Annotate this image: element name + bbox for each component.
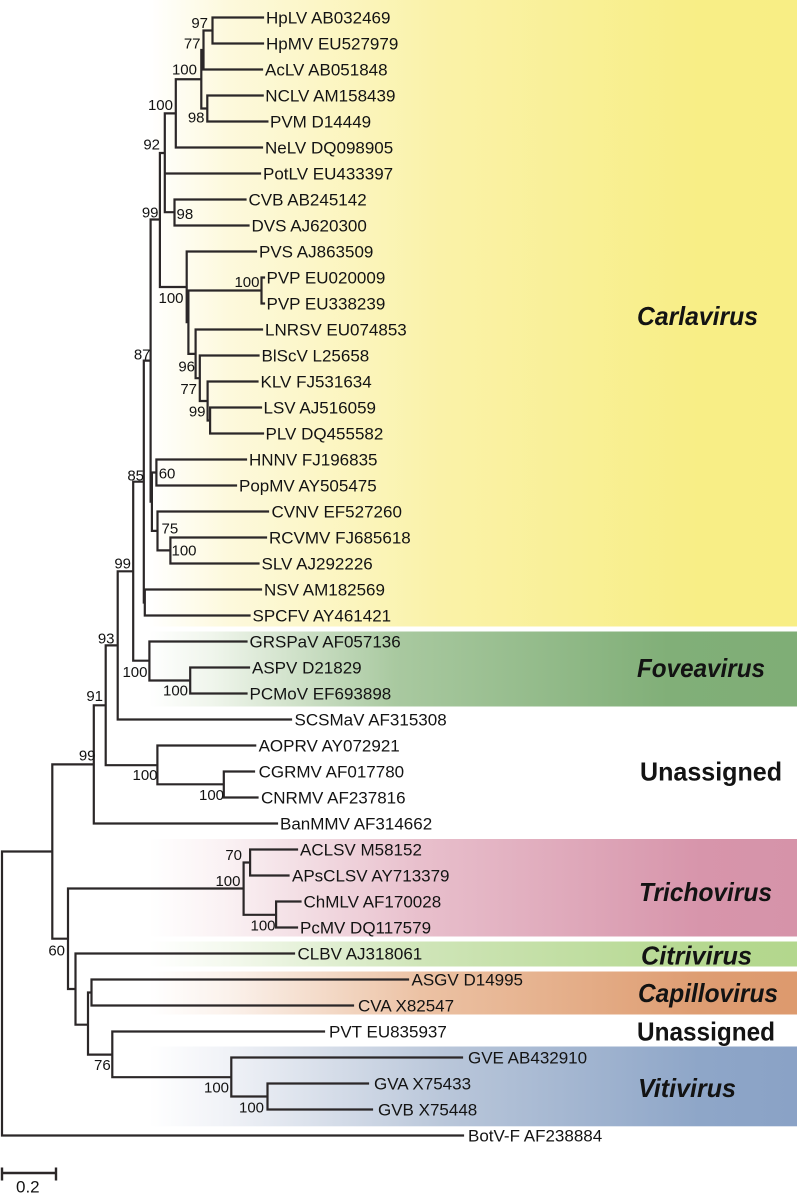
svg-text:PVP EU338239: PVP EU338239 bbox=[267, 295, 386, 314]
svg-text:100: 100 bbox=[204, 1080, 229, 1097]
svg-text:RCVMV FJ685618: RCVMV FJ685618 bbox=[269, 529, 411, 548]
svg-text:100: 100 bbox=[159, 290, 184, 307]
svg-text:98: 98 bbox=[188, 110, 205, 127]
svg-text:SCSMaV AF315308: SCSMaV AF315308 bbox=[295, 711, 447, 730]
svg-text:99: 99 bbox=[79, 748, 96, 765]
svg-text:HpLV AB032469: HpLV AB032469 bbox=[266, 9, 390, 28]
svg-text:BanMMV AF314662: BanMMV AF314662 bbox=[280, 815, 432, 834]
svg-text:97: 97 bbox=[191, 15, 208, 32]
svg-text:LSV AJ516059: LSV AJ516059 bbox=[264, 399, 376, 418]
svg-text:PCMoV EF693898: PCMoV EF693898 bbox=[250, 685, 392, 704]
svg-text:85: 85 bbox=[127, 468, 144, 485]
svg-text:PVM D14449: PVM D14449 bbox=[270, 113, 371, 132]
svg-text:PLV DQ455582: PLV DQ455582 bbox=[266, 425, 384, 444]
svg-text:PopMV AY505475: PopMV AY505475 bbox=[239, 477, 377, 496]
svg-text:CVA X82547: CVA X82547 bbox=[358, 997, 454, 1016]
svg-text:100: 100 bbox=[199, 787, 224, 804]
svg-text:GVB X75448: GVB X75448 bbox=[378, 1101, 477, 1120]
svg-text:77: 77 bbox=[180, 381, 197, 398]
svg-text:93: 93 bbox=[98, 631, 115, 648]
svg-text:ASGV D14995: ASGV D14995 bbox=[412, 971, 524, 990]
svg-text:77: 77 bbox=[184, 36, 201, 53]
svg-text:Unassigned: Unassigned bbox=[640, 757, 782, 787]
svg-text:99: 99 bbox=[142, 205, 159, 222]
svg-text:100: 100 bbox=[239, 1100, 264, 1117]
svg-text:ACLSV M58152: ACLSV M58152 bbox=[300, 841, 422, 860]
svg-text:NeLV DQ098905: NeLV DQ098905 bbox=[265, 139, 393, 158]
svg-text:60: 60 bbox=[48, 943, 65, 960]
svg-text:100: 100 bbox=[215, 873, 240, 890]
svg-text:SPCFV AY461421: SPCFV AY461421 bbox=[253, 607, 392, 626]
svg-text:70: 70 bbox=[225, 847, 242, 864]
svg-text:100: 100 bbox=[172, 543, 197, 560]
svg-text:Trichovirus: Trichovirus bbox=[639, 877, 772, 907]
svg-text:APsCLSV AY713379: APsCLSV AY713379 bbox=[292, 867, 450, 886]
svg-text:PcMV DQ117579: PcMV DQ117579 bbox=[300, 919, 431, 938]
svg-text:ASPV D21829: ASPV D21829 bbox=[252, 659, 362, 678]
svg-text:PVP EU020009: PVP EU020009 bbox=[267, 269, 386, 288]
svg-text:91: 91 bbox=[86, 688, 103, 705]
svg-text:CGRMV AF017780: CGRMV AF017780 bbox=[259, 763, 405, 782]
svg-text:DVS AJ620300: DVS AJ620300 bbox=[252, 217, 367, 236]
svg-text:ChMLV AF170028: ChMLV AF170028 bbox=[304, 893, 442, 912]
svg-text:AOPRV AY072921: AOPRV AY072921 bbox=[259, 737, 400, 756]
svg-text:Foveavirus: Foveavirus bbox=[637, 653, 765, 683]
svg-text:BotV-F AF238884: BotV-F AF238884 bbox=[468, 1127, 602, 1146]
svg-text:100: 100 bbox=[148, 97, 173, 114]
svg-text:PotLV EU433397: PotLV EU433397 bbox=[263, 165, 393, 184]
svg-text:PVS AJ863509: PVS AJ863509 bbox=[259, 243, 373, 262]
svg-text:GVA X75433: GVA X75433 bbox=[374, 1075, 471, 1094]
svg-text:NCLV AM158439: NCLV AM158439 bbox=[265, 87, 395, 106]
svg-text:GVE AB432910: GVE AB432910 bbox=[468, 1049, 587, 1068]
svg-text:100: 100 bbox=[133, 767, 158, 784]
svg-text:Unassigned: Unassigned bbox=[637, 1017, 775, 1047]
svg-text:SLV AJ292226: SLV AJ292226 bbox=[262, 555, 373, 574]
svg-text:Carlavirus: Carlavirus bbox=[637, 301, 758, 331]
svg-text:PVT EU835937: PVT EU835937 bbox=[329, 1023, 447, 1042]
svg-text:CVNV EF527260: CVNV EF527260 bbox=[272, 503, 402, 522]
svg-text:99: 99 bbox=[114, 556, 131, 573]
svg-text:LNRSV EU074853: LNRSV EU074853 bbox=[265, 321, 407, 340]
svg-text:76: 76 bbox=[94, 1057, 111, 1074]
svg-text:60: 60 bbox=[159, 466, 176, 483]
svg-text:Capillovirus: Capillovirus bbox=[638, 978, 778, 1008]
svg-text:NSV AM182569: NSV AM182569 bbox=[264, 581, 385, 600]
svg-text:0.2: 0.2 bbox=[16, 1178, 40, 1197]
svg-text:CNRMV AF237816: CNRMV AF237816 bbox=[261, 789, 406, 808]
svg-text:Vitivirus: Vitivirus bbox=[638, 1073, 736, 1103]
svg-text:CLBV AJ318061: CLBV AJ318061 bbox=[298, 945, 423, 964]
svg-text:100: 100 bbox=[251, 918, 276, 935]
svg-text:87: 87 bbox=[134, 347, 151, 364]
svg-text:100: 100 bbox=[163, 683, 188, 700]
svg-text:KLV FJ531634: KLV FJ531634 bbox=[261, 373, 372, 392]
svg-text:75: 75 bbox=[162, 521, 179, 538]
svg-text:HNNV FJ196835: HNNV FJ196835 bbox=[249, 451, 378, 470]
svg-text:Citrivirus: Citrivirus bbox=[641, 941, 752, 971]
svg-text:96: 96 bbox=[178, 359, 195, 376]
svg-text:CVB AB245142: CVB AB245142 bbox=[249, 191, 367, 210]
svg-text:92: 92 bbox=[143, 137, 160, 154]
svg-text:100: 100 bbox=[122, 664, 147, 681]
svg-text:98: 98 bbox=[177, 206, 194, 223]
svg-text:99: 99 bbox=[189, 404, 206, 421]
svg-text:AcLV AB051848: AcLV AB051848 bbox=[265, 61, 388, 80]
svg-text:100: 100 bbox=[234, 274, 259, 291]
svg-text:GRSPaV AF057136: GRSPaV AF057136 bbox=[250, 633, 401, 652]
svg-text:100: 100 bbox=[172, 62, 197, 79]
svg-text:BlScV L25658: BlScV L25658 bbox=[262, 347, 370, 366]
svg-text:HpMV EU527979: HpMV EU527979 bbox=[266, 35, 398, 54]
